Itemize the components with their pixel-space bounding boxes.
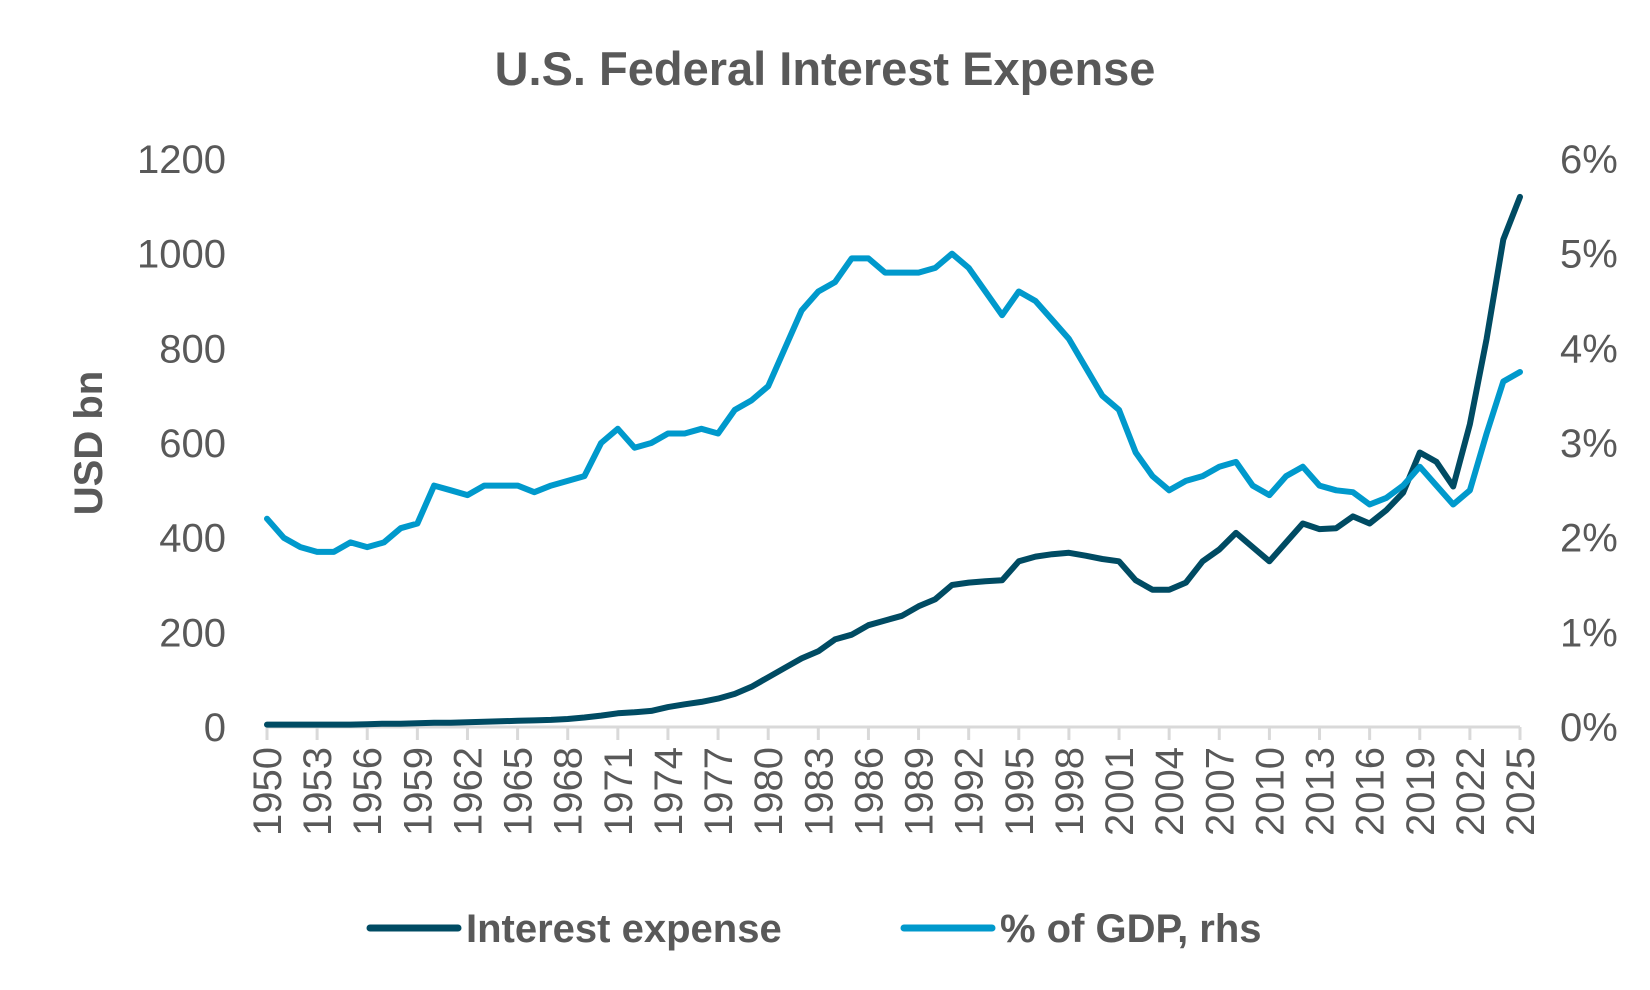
x-tick-label: 2001 [1098, 747, 1142, 836]
y2-tick-label: 2% [1560, 517, 1618, 561]
x-tick-label: 2019 [1399, 747, 1443, 836]
x-tick-label: 1980 [747, 747, 791, 836]
y-tick-label: 800 [159, 327, 226, 371]
x-tick-label: 2025 [1499, 747, 1543, 836]
x-tick-label: 2013 [1299, 747, 1343, 836]
x-tick-label: 1998 [1048, 747, 1092, 836]
y2-tick-label: 6% [1560, 138, 1618, 182]
x-tick-label: 2010 [1248, 747, 1292, 836]
x-tick-label: 1968 [547, 747, 591, 836]
y-tick-label: 400 [159, 517, 226, 561]
legend-label-interest-expense: Interest expense [466, 907, 782, 951]
x-tick-label: 2016 [1349, 747, 1393, 836]
series-line-gdp-share [264, 250, 1523, 555]
legend-label-gdp: % of GDP, rhs [1000, 907, 1262, 951]
x-tick-label: 1953 [296, 747, 340, 836]
x-tick-label: 1971 [597, 747, 641, 836]
x-tick-label: 1965 [497, 747, 541, 836]
x-tick-label: 1962 [446, 747, 490, 836]
x-tick-label: 2004 [1148, 747, 1192, 836]
x-tick-label: 2022 [1449, 747, 1493, 836]
y-axis-label: USD bn [67, 371, 111, 515]
y-tick-label: 200 [159, 611, 226, 655]
x-tick-label: 1983 [797, 747, 841, 836]
x-tick-label: 1974 [647, 747, 691, 836]
x-tick-label: 1989 [898, 747, 942, 836]
chart-title: U.S. Federal Interest Expense [495, 42, 1156, 95]
x-tick-label: 2007 [1198, 747, 1242, 836]
series-line-interest-expense [264, 193, 1523, 728]
x-tick-label: 1992 [948, 747, 992, 836]
y-tick-label: 1000 [137, 233, 226, 277]
x-tick-label: 1995 [998, 747, 1042, 836]
x-tick-label: 1956 [346, 747, 390, 836]
y-tick-label: 600 [159, 422, 226, 466]
y2-tick-label: 1% [1560, 611, 1618, 655]
x-tick-label: 1986 [847, 747, 891, 836]
x-tick-label: 1959 [396, 747, 440, 836]
y-tick-label: 0 [204, 706, 226, 750]
x-tick-label: 1977 [697, 747, 741, 836]
y2-tick-label: 0% [1560, 706, 1618, 750]
y2-tick-label: 4% [1560, 327, 1618, 371]
legend: Interest expense % of GDP, rhs [366, 907, 1262, 951]
y2-tick-label: 5% [1560, 233, 1618, 277]
y2-tick-label: 3% [1560, 422, 1618, 466]
y-tick-label: 1200 [137, 138, 226, 182]
x-tick-label: 1950 [246, 747, 290, 836]
